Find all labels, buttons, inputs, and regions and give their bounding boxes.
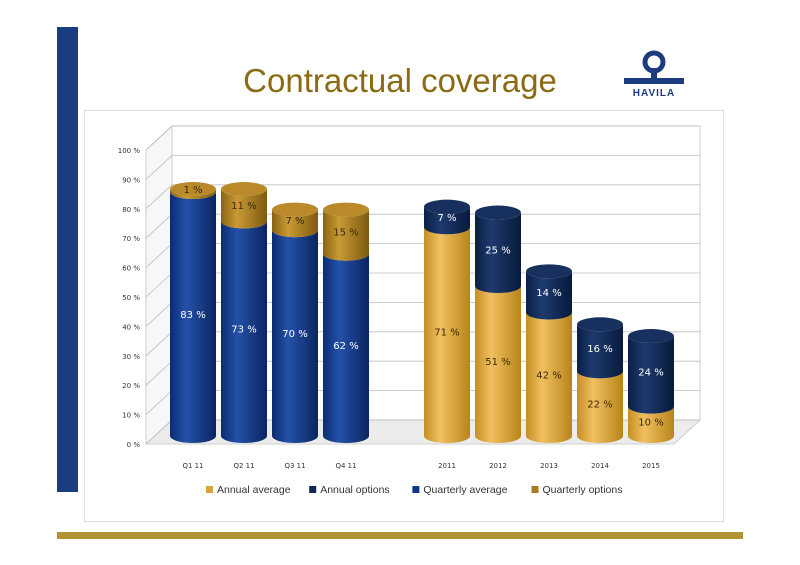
bar-top-cap [628, 329, 674, 344]
data-label: 11 % [231, 201, 256, 212]
x-tick-label: Q3 11 [284, 462, 305, 470]
data-label: 7 % [285, 216, 304, 227]
y-tick-label: 90 % [122, 176, 140, 184]
x-tick-label: Q1 11 [182, 462, 203, 470]
bar-segment [221, 189, 267, 229]
gridline [145, 125, 700, 151]
x-tick-label: 2011 [438, 462, 456, 470]
y-tick-label: 0 % [127, 441, 141, 449]
data-label: 42 % [536, 370, 561, 381]
page-title: Contractual coverage [243, 62, 557, 99]
legend-swatch [412, 486, 420, 493]
bar-segment [424, 227, 470, 443]
y-axis: 0 % 10 % 20 % 30 % 40 % 50 % 60 % 70 % 80 % 90 % 1… [118, 147, 141, 449]
y-tick-label: 50 % [122, 294, 140, 302]
havila-logo-icon [624, 50, 684, 84]
bar-segment [272, 209, 318, 238]
bar-segment [323, 253, 369, 443]
bar-segment [424, 206, 470, 235]
bar-top-cap [221, 182, 267, 197]
y-tick-label: 30 % [122, 353, 140, 361]
bar-segment [577, 371, 623, 443]
left-accent-band [57, 27, 78, 492]
legend-entry: Annual average [217, 484, 291, 496]
gridline [145, 155, 700, 180]
data-label: 51 % [485, 357, 510, 368]
data-label: 71 % [434, 328, 459, 339]
y-tick-label: 60 % [122, 265, 140, 273]
x-tick-label: 2013 [540, 462, 558, 470]
legend-entry: Annual options [320, 484, 389, 496]
bar-segment [221, 221, 267, 443]
bar-top-cap [272, 202, 318, 217]
x-tick-label: 2012 [489, 462, 507, 470]
bar-top-cap [424, 199, 470, 214]
bar-top-cap [526, 264, 572, 279]
data-label: 62 % [333, 341, 358, 352]
chart-bars: 83 % 1 % 73 % 11 % 70 % 7 % 62 % 15 % 71 % 7 % 51 … [170, 182, 674, 443]
y-tick-label: 100 % [118, 147, 141, 155]
bar-top-cap [323, 202, 369, 217]
legend-entry: Quarterly options [543, 484, 623, 496]
data-label: 83 % [180, 310, 205, 321]
logo-wordmark: HAVILA [632, 88, 676, 99]
x-tick-label: 2014 [591, 462, 609, 470]
x-tick-label: Q4 11 [335, 462, 356, 470]
bar-segment [475, 286, 521, 443]
bar-segment [170, 191, 216, 443]
bar-segment [272, 230, 318, 443]
bar-segment [526, 312, 572, 443]
data-label: 22 % [587, 400, 612, 411]
bar-segment [170, 189, 216, 199]
bar-segment [323, 209, 369, 261]
y-tick-label: 40 % [122, 323, 140, 331]
y-tick-label: 80 % [122, 206, 140, 214]
bar-segment [526, 271, 572, 320]
havila-logo: HAVILA [622, 50, 686, 102]
y-tick-label: 10 % [122, 412, 140, 420]
x-axis: Q1 11 Q2 11 Q3 11 Q4 11 2011 2012 2013 2014 2015 [182, 462, 659, 470]
bottom-accent-bar [57, 532, 743, 539]
gridline [145, 184, 700, 210]
data-label: 14 % [536, 288, 561, 299]
x-tick-label: Q2 11 [233, 462, 254, 470]
bar-segment [628, 406, 674, 443]
bar-top-cap [577, 317, 623, 332]
data-label: 16 % [587, 344, 612, 355]
legend-swatch [206, 486, 213, 493]
bar-segment [628, 336, 674, 414]
y-tick-label: 70 % [122, 235, 140, 243]
bar-top-cap [475, 205, 521, 220]
data-label: 1 % [183, 185, 202, 196]
legend-swatch [309, 486, 317, 493]
x-tick-label: 2015 [642, 462, 660, 470]
y-tick-label: 20 % [122, 382, 140, 390]
legend-entry: Quarterly average [423, 484, 507, 496]
bar-segment [475, 212, 521, 294]
data-label: 7 % [437, 213, 456, 224]
data-label: 15 % [333, 228, 358, 239]
bar-top-cap [170, 182, 216, 197]
bar-segment [577, 324, 623, 379]
data-label: 10 % [638, 417, 663, 428]
legend-swatch [531, 486, 539, 493]
data-label: 25 % [485, 245, 510, 256]
data-label: 73 % [231, 325, 256, 336]
data-label: 24 % [638, 367, 663, 378]
data-label: 70 % [282, 329, 307, 340]
chart-legend: Annual average Annual options Quarterly av… [206, 484, 622, 496]
coverage-chart: 0 % 10 % 20 % 30 % 40 % 50 % 60 % 70 % 80 % 90 % 1… [84, 110, 724, 522]
